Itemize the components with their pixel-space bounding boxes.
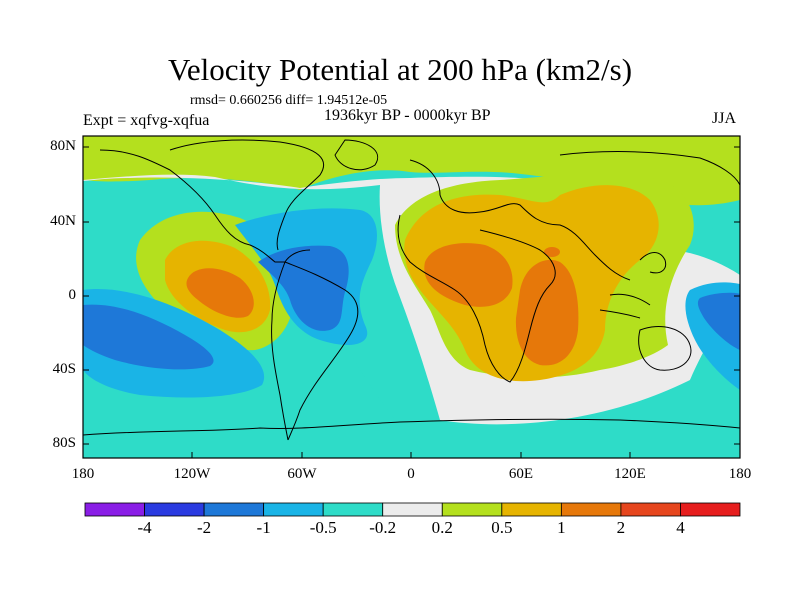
colorbar-label: 0.2 — [431, 518, 453, 537]
stats-line: rmsd= 0.660256 diff= 1.94512e-05 — [190, 93, 388, 108]
lat-label-40n: 40N — [50, 213, 76, 229]
lon-label-60e: 60E — [508, 466, 534, 482]
lon-label-120w: 120W — [173, 466, 211, 482]
coastlines — [83, 139, 740, 441]
south-indian-teal — [440, 320, 740, 458]
indian-ocean-orange — [515, 259, 579, 366]
eurasia-north-coast — [559, 151, 740, 186]
colorbar-label: -4 — [137, 518, 152, 537]
north-america-east-coast — [169, 139, 325, 251]
south-america-east-coast — [284, 261, 359, 441]
experiment-label: Expt = xqfvg-xqfua — [83, 112, 210, 129]
season-label: JJA — [712, 110, 737, 127]
colorbar-swatch — [441, 502, 503, 517]
lon-label-180e: 180 — [728, 466, 752, 482]
colorbar-swatch — [144, 502, 205, 517]
colorbar-label: 2 — [616, 518, 626, 537]
colorbar-swatch — [203, 502, 265, 517]
indonesia-coast — [599, 293, 651, 319]
contour-fields — [83, 136, 740, 458]
lat-label-40s: 40S — [52, 361, 76, 377]
lon-label-120e: 120E — [614, 466, 646, 482]
australia-coast — [638, 326, 692, 371]
colorbar-label: 1 — [557, 518, 566, 537]
colorbar-label: -2 — [196, 518, 212, 537]
axis-ticks — [82, 146, 741, 458]
colorbar-swatch — [84, 502, 145, 517]
lon-label-0: 0 — [407, 466, 415, 482]
lon-label-180w: 180 — [71, 466, 95, 482]
colorbar-label: -1 — [256, 518, 271, 537]
chart-title: Velocity Potential at 200 hPa (km2/s) — [167, 52, 633, 87]
colorbar-swatch — [620, 502, 681, 517]
lat-label-80n: 80N — [50, 138, 76, 154]
west-pacific-blue — [697, 292, 740, 350]
colorbar-label: 4 — [676, 518, 685, 537]
colorbar-swatch — [501, 502, 562, 517]
antarctica-coast — [83, 418, 740, 436]
south-pacific-blue — [83, 304, 214, 370]
south-america-west-coast — [271, 261, 289, 441]
colorbar-swatch — [382, 502, 443, 517]
colorbar-swatch — [680, 502, 741, 517]
japan-coast — [639, 252, 667, 274]
east-pacific-orange — [186, 268, 254, 318]
period-label: 1936kyr BP - 0000kyr BP — [324, 107, 491, 124]
small-teal-patch — [706, 227, 738, 243]
lat-label-80s: 80S — [52, 435, 76, 451]
small-orange-patch — [544, 247, 560, 257]
eurasia-south-coast — [409, 159, 631, 281]
atlantic-blue — [258, 245, 349, 331]
colorbar-label: 0.5 — [491, 518, 513, 537]
colorbar-swatch — [263, 502, 324, 517]
colorbar-swatch — [560, 502, 622, 517]
colorbar-label: -0.5 — [309, 518, 337, 537]
africa-coast — [397, 214, 556, 383]
north-africa-orange — [424, 243, 513, 307]
north-america-coast — [99, 149, 311, 263]
colorbar-swatch — [322, 502, 384, 517]
greenland-coast — [334, 139, 378, 171]
lat-label-0: 0 — [68, 287, 77, 303]
lon-label-60w: 60W — [287, 466, 317, 482]
colorbar-label: -0.2 — [369, 518, 397, 537]
